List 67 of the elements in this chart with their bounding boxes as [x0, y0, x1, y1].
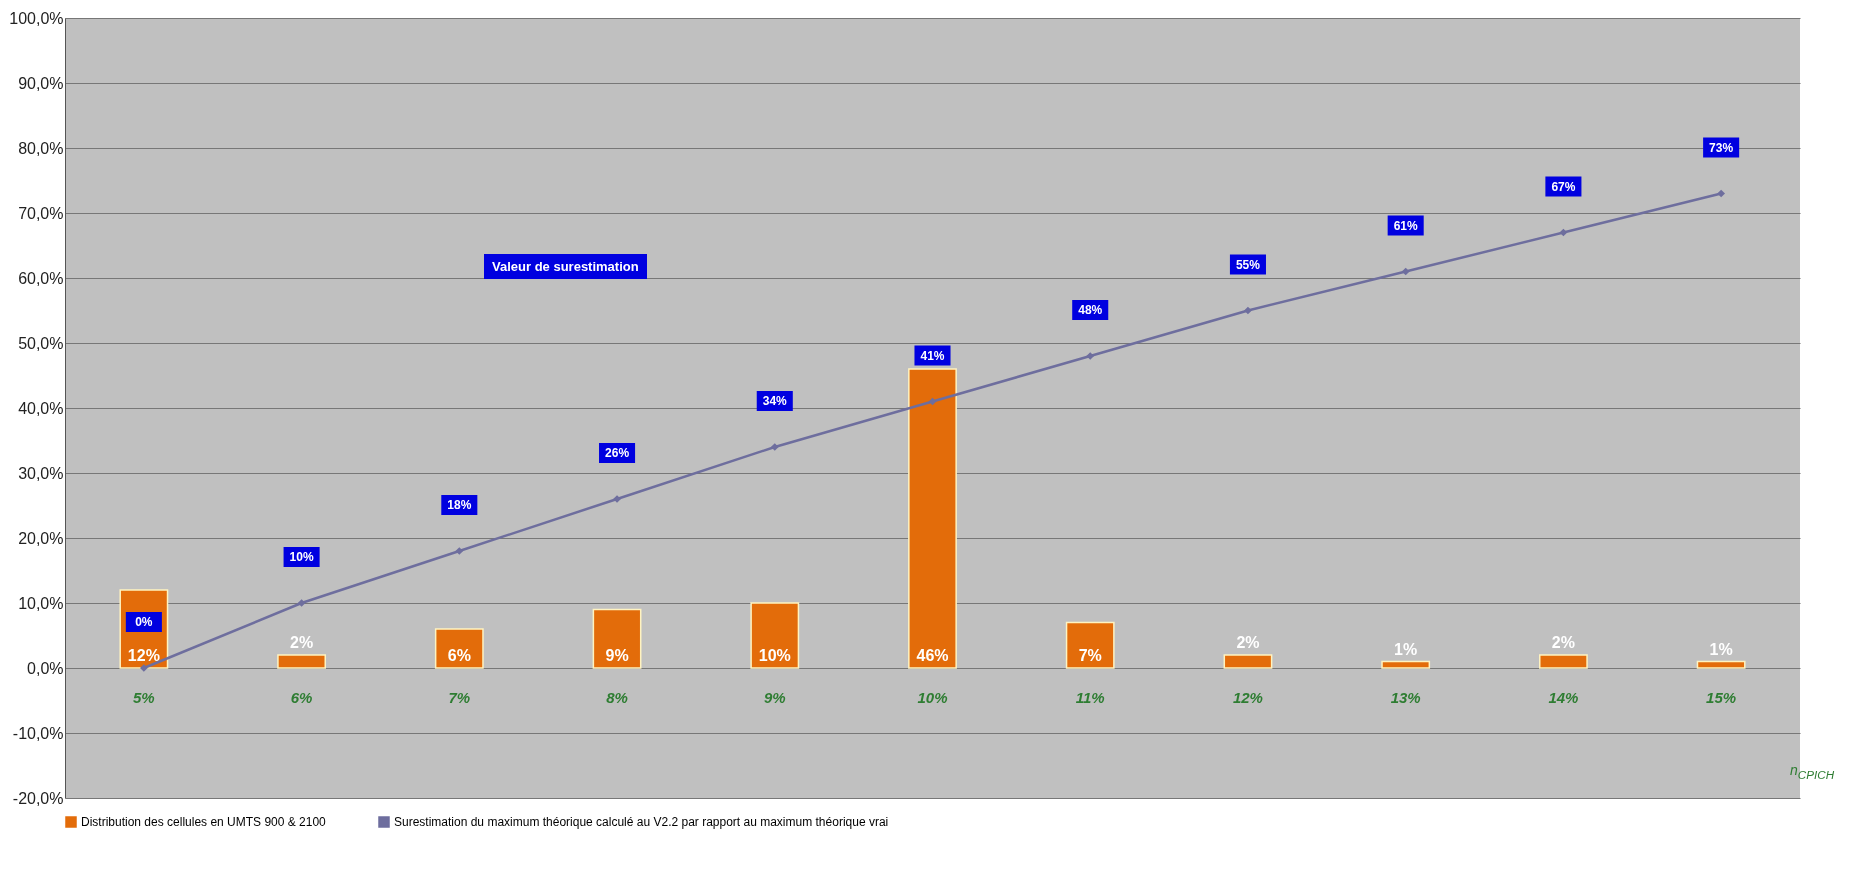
y-tick-label: 10,0% [18, 594, 64, 612]
data-label: 9% [605, 647, 629, 664]
x-tick-label: 9% [763, 688, 786, 706]
data-label: 1% [1709, 640, 1733, 658]
x-tick-label: 7% [448, 688, 471, 706]
y-tick-label: 0,0% [27, 659, 64, 677]
legend-label: Surestimation du maximum théorique calculé au V2.2 par rapport au maximum théorique vrai [394, 815, 889, 829]
x-tick-label: 11% [1075, 688, 1105, 706]
data-label: 6% [447, 647, 471, 664]
point [455, 547, 464, 555]
bar [592, 608, 642, 669]
annotation: n$_{CPICH}$ [1790, 762, 1835, 781]
y-tick-label: 50,0% [18, 334, 64, 352]
bar [1381, 660, 1431, 669]
point [1086, 352, 1095, 360]
data-label: 12% [127, 647, 160, 664]
y-tick-label: -10,0% [12, 724, 64, 742]
data-label: 34% [762, 394, 788, 408]
bar [1539, 654, 1588, 669]
data-label: 2% [1236, 634, 1260, 651]
x-tick-label: 6% [290, 688, 313, 706]
point [1717, 189, 1726, 198]
x-tick-label: 14% [1548, 688, 1579, 706]
bar [277, 654, 326, 669]
data-label: 1% [1394, 640, 1418, 658]
y-tick-label: 40,0% [18, 399, 64, 417]
bar [1223, 654, 1273, 669]
data-label: 10% [758, 647, 791, 664]
bar [750, 602, 800, 669]
x-tick-label: 10% [917, 688, 948, 706]
x-tick-label: 15% [1706, 688, 1737, 706]
x-tick-label: 13% [1390, 688, 1421, 706]
data-label: 18% [447, 498, 472, 512]
data-label: 2% [290, 634, 314, 651]
data-label: 26% [605, 446, 630, 460]
y-tick-label: 80,0% [18, 139, 64, 157]
point [770, 443, 779, 451]
legend-label: Distribution des cellules en UMTS 900 & 2100 [81, 815, 327, 829]
x-tick-label: 5% [133, 688, 155, 706]
point [1401, 267, 1410, 276]
x-tick-label: 8% [606, 688, 628, 706]
y-tick-label: 70,0% [18, 204, 64, 222]
data-label: 61% [1393, 218, 1419, 233]
data-label: 0% [135, 615, 153, 629]
point [1244, 306, 1252, 315]
y-tick-label: 60,0% [18, 269, 64, 287]
data-label: 7% [1078, 647, 1102, 664]
y-tick-label: 30,0% [18, 464, 64, 482]
data-label: 55% [1235, 257, 1261, 272]
bar [1065, 621, 1115, 669]
data-label: 41% [920, 348, 945, 363]
data-label: 10% [289, 550, 314, 564]
data-label: 2% [1551, 634, 1575, 651]
data-label: 48% [1078, 303, 1103, 317]
bar [1696, 660, 1746, 669]
bar [434, 628, 484, 669]
data-label: 46% [916, 647, 949, 664]
y-tick-label: 20,0% [18, 529, 64, 547]
x-tick-label: 12% [1232, 688, 1263, 706]
annotation: Valeur de surestimation [484, 254, 647, 279]
data-label: 73% [1709, 140, 1734, 155]
y-tick-label: -20,0% [12, 789, 64, 807]
data-label: 67% [1551, 179, 1576, 194]
y-tick-label: 100,0% [9, 9, 64, 27]
point [297, 599, 306, 607]
y-tick-label: 90,0% [18, 74, 64, 92]
point [139, 664, 148, 672]
